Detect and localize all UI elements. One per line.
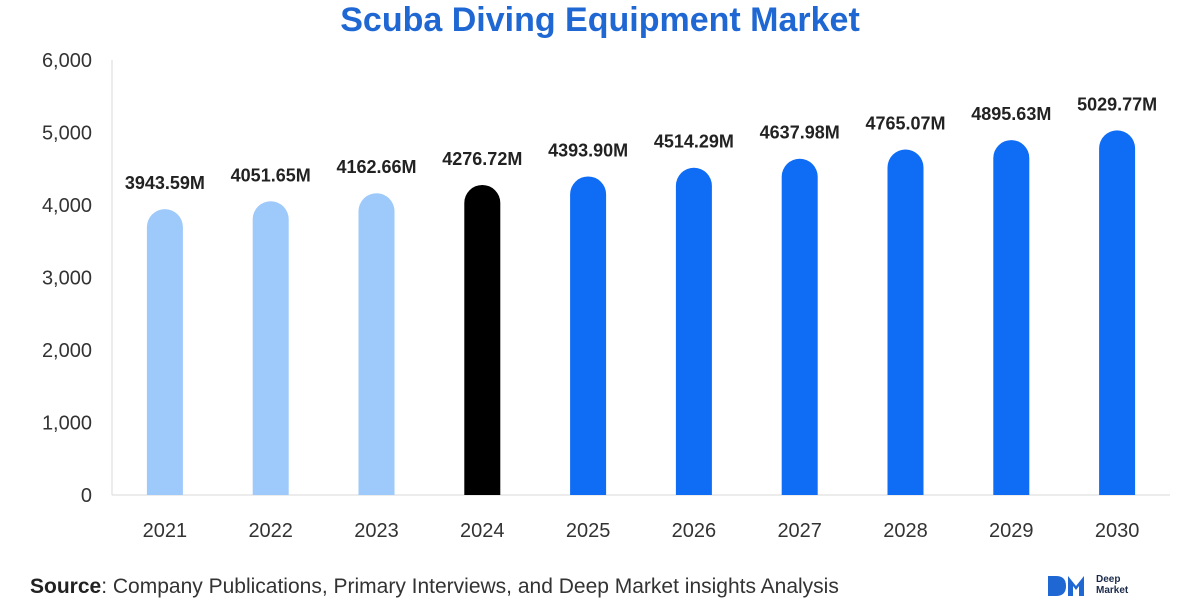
chart-title: Scuba Diving Equipment Market <box>340 1 860 39</box>
source-text: : Company Publications, Primary Intervie… <box>101 575 839 598</box>
bar-2027 <box>781 158 818 495</box>
source-note: Source: Company Publications, Primary In… <box>30 575 839 599</box>
y-tick-label: 6,000 <box>42 50 92 72</box>
y-tick-label: 0 <box>81 485 92 507</box>
bar-2022 <box>252 201 289 495</box>
bar-2023 <box>358 193 395 495</box>
y-tick-label: 1,000 <box>42 413 92 435</box>
x-tick-label-2025: 2025 <box>566 520 611 542</box>
x-tick-label-2030: 2030 <box>1095 520 1140 542</box>
x-tick-label-2024: 2024 <box>460 520 505 542</box>
bar-2029 <box>993 140 1030 495</box>
x-tick-label-2027: 2027 <box>777 520 822 542</box>
data-label-2029: 4895.63M <box>971 104 1051 124</box>
logo-text-line2: Market <box>1096 585 1129 596</box>
x-tick-label-2029: 2029 <box>989 520 1034 542</box>
data-label-2028: 4765.07M <box>865 114 945 134</box>
data-label-2022: 4051.65M <box>231 165 311 185</box>
dm-logo-icon <box>1048 576 1084 596</box>
x-tick-label-2023: 2023 <box>354 520 399 542</box>
data-label-2027: 4637.98M <box>760 123 840 143</box>
data-label-2024: 4276.72M <box>442 149 522 169</box>
bar-chart: 0 1,000 2,000 3,000 4,000 5,000 6,000 3943.59M 2… <box>42 50 1170 542</box>
data-label-2023: 4162.66M <box>336 157 416 177</box>
y-tick-label: 2,000 <box>42 340 92 362</box>
bar-2026 <box>675 167 712 495</box>
y-tick-label: 3,000 <box>42 268 92 290</box>
data-label-2021: 3943.59M <box>125 173 205 193</box>
deep-market-logo: Deep Market <box>1046 572 1156 600</box>
bar-2025 <box>570 176 607 495</box>
source-label: Source <box>30 575 102 598</box>
x-tick-label-2022: 2022 <box>248 520 293 542</box>
data-label-2025: 4393.90M <box>548 140 628 160</box>
x-tick-label-2021: 2021 <box>143 520 188 542</box>
data-label-2030: 5029.77M <box>1077 94 1157 114</box>
logo-text-line1: Deep <box>1096 574 1121 585</box>
bar-2024 <box>464 184 501 495</box>
x-tick-label-2026: 2026 <box>672 520 717 542</box>
bar-2028 <box>887 149 924 495</box>
data-label-2026: 4514.29M <box>654 132 734 152</box>
bar-2021 <box>146 209 183 495</box>
x-tick-label-2028: 2028 <box>883 520 928 542</box>
logo-text: Deep Market <box>1096 574 1128 596</box>
y-tick-label: 4,000 <box>42 195 92 217</box>
y-tick-label: 5,000 <box>42 123 92 145</box>
bar-2030 <box>1099 130 1136 495</box>
